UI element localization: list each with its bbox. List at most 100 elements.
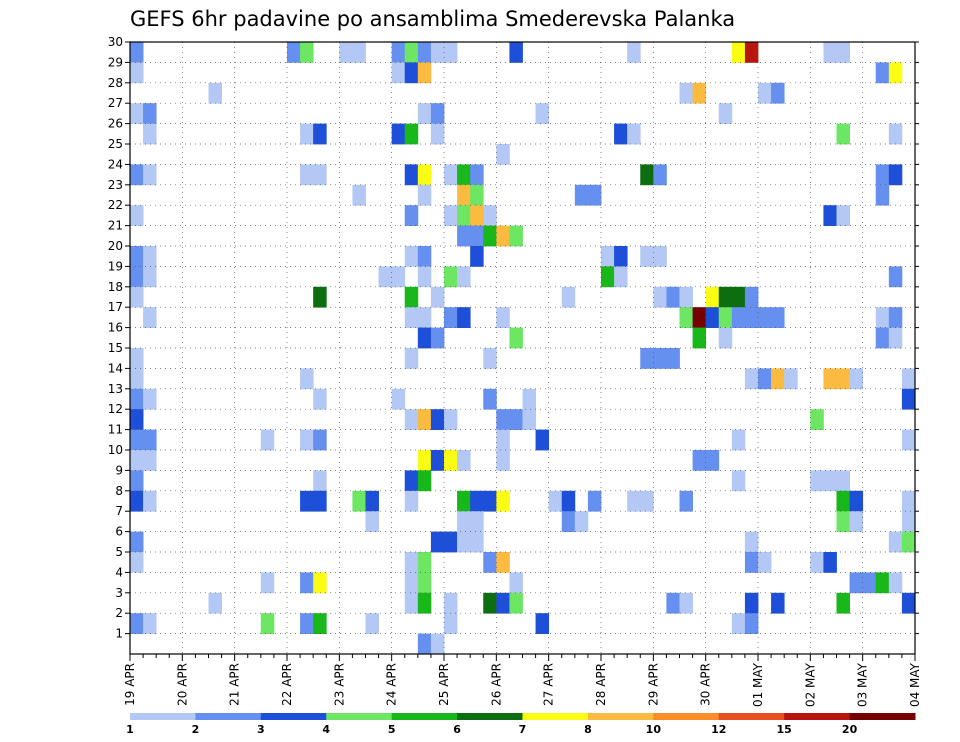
- precip-cell: [444, 266, 458, 288]
- precip-cell: [640, 348, 654, 369]
- precip-cell: [692, 82, 707, 104]
- precip-cell: [483, 225, 497, 247]
- precip-cell: [627, 42, 641, 63]
- precip-cell: [653, 348, 667, 369]
- precip-cell: [444, 592, 458, 614]
- x-tick-label: 25 APR: [437, 663, 451, 706]
- precip-cell: [679, 286, 693, 308]
- precip-cell: [836, 123, 850, 145]
- precip-cell: [417, 42, 432, 63]
- precip-cell: [300, 613, 314, 634]
- precip-cell: [430, 633, 445, 655]
- precip-cell: [470, 225, 484, 247]
- y-tick-label: 6: [115, 525, 123, 539]
- precipitation-cells: [130, 42, 916, 655]
- precip-cell: [888, 164, 903, 186]
- precip-cell: [143, 307, 157, 328]
- colorbar-label: 12: [711, 723, 726, 736]
- precip-cell: [810, 409, 824, 430]
- precip-cell: [862, 572, 877, 594]
- precip-cell: [404, 123, 419, 145]
- precip-cell: [901, 531, 916, 553]
- precip-cell: [849, 572, 864, 594]
- precip-cell: [496, 409, 510, 430]
- precip-cell: [404, 490, 419, 512]
- precip-cell: [640, 164, 654, 186]
- precip-cell: [901, 490, 916, 512]
- precip-cell: [718, 327, 733, 349]
- x-tick-label: 26 APR: [489, 663, 503, 706]
- precip-cell: [300, 123, 314, 145]
- precip-cell: [417, 266, 432, 288]
- y-tick-label: 5: [115, 545, 123, 559]
- precip-cell: [509, 592, 523, 614]
- precip-cell: [404, 409, 419, 430]
- precip-cell: [731, 286, 746, 308]
- precip-cell: [888, 531, 903, 553]
- colorbar-label: 8: [584, 723, 592, 736]
- y-tick-label: 18: [108, 280, 123, 294]
- precip-cell: [404, 572, 419, 594]
- precip-cell: [614, 123, 628, 145]
- y-tick-label: 4: [115, 565, 123, 579]
- precip-cell: [744, 368, 759, 390]
- precip-cell: [823, 552, 837, 573]
- precip-cell: [130, 531, 144, 553]
- precip-cell: [143, 103, 157, 124]
- colorbar-swatch: [784, 713, 851, 720]
- x-tick-label: 02 MAY: [803, 662, 817, 707]
- precip-cell: [561, 511, 576, 532]
- precip-cell: [417, 164, 432, 186]
- precip-cell: [692, 327, 707, 349]
- precip-cell: [417, 572, 432, 594]
- precip-cell: [287, 42, 301, 63]
- precip-cell: [130, 62, 144, 84]
- precip-cell: [208, 82, 222, 104]
- precip-cell: [875, 307, 890, 328]
- x-tick-label: 21 APR: [228, 663, 242, 706]
- precip-cell: [430, 286, 445, 308]
- precip-cell: [130, 348, 144, 369]
- precip-cell: [836, 511, 850, 532]
- precip-cell: [522, 409, 536, 430]
- precip-cell: [692, 307, 707, 328]
- precip-cell: [718, 307, 733, 328]
- y-tick-label: 22: [108, 198, 123, 212]
- precip-cell: [404, 470, 419, 492]
- precip-cell: [365, 490, 379, 512]
- precip-cell: [744, 42, 759, 63]
- precip-cell: [731, 42, 746, 63]
- precip-cell: [535, 429, 550, 451]
- precip-cell: [771, 368, 785, 390]
- precip-cell: [836, 368, 850, 390]
- precip-cell: [901, 368, 916, 390]
- precip-cell: [496, 450, 510, 471]
- x-tick-label: 19 APR: [123, 663, 137, 706]
- y-tick-label: 7: [115, 504, 123, 518]
- precip-cell: [771, 307, 785, 328]
- y-tick-label: 13: [108, 382, 123, 396]
- precip-cell: [143, 429, 157, 451]
- precip-cell: [470, 205, 484, 226]
- precip-cell: [692, 450, 707, 471]
- precip-cell: [430, 531, 445, 553]
- precip-cell: [470, 246, 484, 267]
- precip-cell: [352, 42, 366, 63]
- precip-cell: [784, 368, 798, 390]
- precip-cell: [849, 511, 864, 532]
- precip-cell: [836, 490, 850, 512]
- precip-cell: [365, 511, 379, 532]
- precip-cell: [339, 42, 353, 63]
- precip-cell: [444, 409, 458, 430]
- precip-cell: [391, 42, 406, 63]
- precip-cell: [823, 470, 837, 492]
- precip-cell: [417, 184, 432, 206]
- precip-cell: [143, 450, 157, 471]
- precip-cell: [548, 490, 563, 512]
- precip-cell: [849, 490, 864, 512]
- precip-cell: [404, 307, 419, 328]
- precip-cell: [744, 592, 759, 614]
- precip-cell: [718, 103, 733, 124]
- colorbar-swatch: [391, 713, 458, 720]
- precip-cell: [679, 307, 693, 328]
